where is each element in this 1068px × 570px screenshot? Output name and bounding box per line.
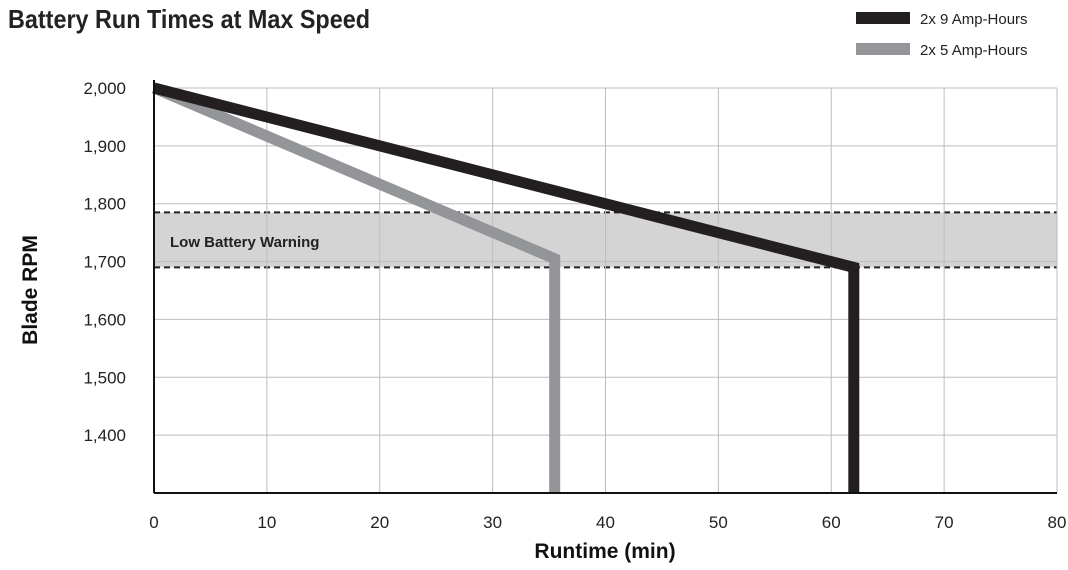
chart-title: Battery Run Times at Max Speed — [8, 4, 370, 34]
legend-label-2x9: 2x 9 Amp-Hours — [920, 11, 1028, 28]
y-tick-label: 2,000 — [83, 79, 126, 98]
legend-swatch-2x5 — [856, 43, 910, 55]
x-tick-label: 80 — [1048, 513, 1067, 532]
legend-label-2x5: 2x 5 Amp-Hours — [920, 42, 1028, 59]
x-tick-label: 20 — [370, 513, 389, 532]
x-tick-label: 10 — [257, 513, 276, 532]
x-tick-label: 40 — [596, 513, 615, 532]
series-line-2x9-amp-hours — [152, 82, 860, 493]
y-tick-label: 1,400 — [83, 426, 126, 445]
x-tick-label: 50 — [709, 513, 728, 532]
series-line-2x5-amp-hours — [151, 82, 561, 493]
legend-swatch-2x9 — [856, 12, 910, 24]
y-axis-label: Blade RPM — [19, 235, 42, 345]
x-tick-label: 0 — [149, 513, 158, 532]
band-label: Low Battery Warning — [170, 234, 319, 251]
y-tick-label: 1,900 — [83, 137, 126, 156]
y-tick-label: 1,800 — [83, 195, 126, 214]
x-tick-label: 70 — [935, 513, 954, 532]
x-tick-label: 30 — [483, 513, 502, 532]
y-tick-label: 1,500 — [83, 368, 126, 387]
y-tick-label: 1,600 — [83, 310, 126, 329]
y-tick-label: 1,700 — [83, 253, 126, 272]
x-tick-label: 60 — [822, 513, 841, 532]
x-axis-label: Runtime (min) — [534, 540, 675, 563]
